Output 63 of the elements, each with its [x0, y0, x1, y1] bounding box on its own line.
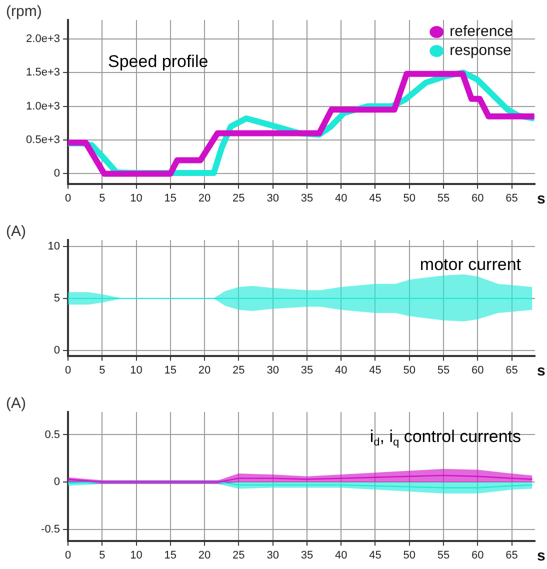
x-tick-label: 5 — [99, 192, 106, 204]
y-axis-title: (rpm) — [6, 3, 42, 20]
x-tick-label: 40 — [334, 364, 348, 376]
y-tick-label: 0 — [54, 168, 60, 180]
y-tick-label: 0.5e+3 — [26, 134, 60, 146]
x-tick-label: 30 — [266, 192, 279, 204]
x-tick-label: 60 — [472, 192, 484, 204]
text: motor current — [420, 255, 522, 274]
x-tick-label: 0 — [64, 364, 72, 376]
y-tick-label: 0 — [54, 476, 60, 488]
x-tick-label: 10 — [130, 549, 142, 562]
x-tick-label: 45 — [369, 364, 382, 376]
x-tick-label: 65 — [506, 192, 518, 204]
y-tick-label: 1.5e+3 — [26, 66, 60, 79]
x-tick-label: 0 — [64, 192, 72, 204]
x-tick-label: 60 — [472, 549, 484, 562]
y-tick-label: 1.0e+3 — [26, 100, 60, 112]
x-tick-label: 50 — [403, 549, 416, 562]
y-tick-label: 10 — [48, 240, 60, 252]
x-tick-label: 0 — [64, 549, 72, 562]
y-tick-label: 0 — [54, 344, 60, 357]
x-tick-label: 40 — [334, 192, 348, 204]
x-axis-title: s — [537, 190, 546, 208]
x-tick-label: 10 — [130, 192, 142, 204]
x-tick-label: 5 — [99, 364, 106, 376]
x-tick-label: 60 — [472, 364, 484, 376]
x-tick-label: 65 — [506, 549, 518, 562]
x-tick-label: 50 — [403, 364, 416, 376]
x-tick-label: 40 — [334, 549, 348, 562]
x-axis-title: s — [537, 362, 546, 380]
x-tick-label: 55 — [437, 364, 450, 376]
x-tick-label: 35 — [300, 192, 314, 204]
legend-label: response — [450, 42, 512, 60]
x-tick-label: 15 — [164, 364, 177, 376]
y-axis-title: (A) — [6, 395, 26, 412]
x-tick-label: 25 — [232, 192, 245, 204]
x-tick-label: 10 — [130, 364, 142, 376]
x-tick-label: 35 — [300, 364, 314, 376]
x-tick-label: 15 — [164, 192, 177, 204]
text: Speed profile — [108, 52, 208, 71]
x-tick-label: 30 — [266, 549, 279, 562]
x-tick-label: 20 — [198, 549, 211, 562]
x-tick-label: 20 — [198, 364, 211, 376]
x-tick-label: 25 — [232, 364, 245, 376]
x-tick-label: 15 — [164, 549, 177, 562]
y-tick-label: 5 — [54, 292, 60, 304]
y-tick-label: 0.5 — [44, 428, 60, 441]
y-tick-label: -0.5 — [41, 523, 60, 536]
x-tick-label: 45 — [369, 192, 382, 204]
x-tick-label: 50 — [403, 192, 416, 204]
y-tick-label: 2.0e+3 — [26, 32, 60, 45]
x-tick-label: 25 — [232, 549, 245, 562]
x-tick-label: 55 — [437, 549, 450, 562]
x-tick-label: 45 — [369, 549, 382, 562]
x-tick-label: 20 — [198, 192, 211, 204]
y-axis-title: (A) — [6, 223, 26, 240]
x-tick-label: 5 — [99, 549, 106, 562]
x-tick-label: 30 — [266, 364, 279, 376]
x-tick-label: 35 — [300, 549, 314, 562]
x-tick-label: 55 — [437, 192, 450, 204]
x-axis-title: s — [537, 547, 546, 564]
x-tick-label: 65 — [506, 364, 518, 376]
legend-label: reference — [450, 23, 514, 40]
